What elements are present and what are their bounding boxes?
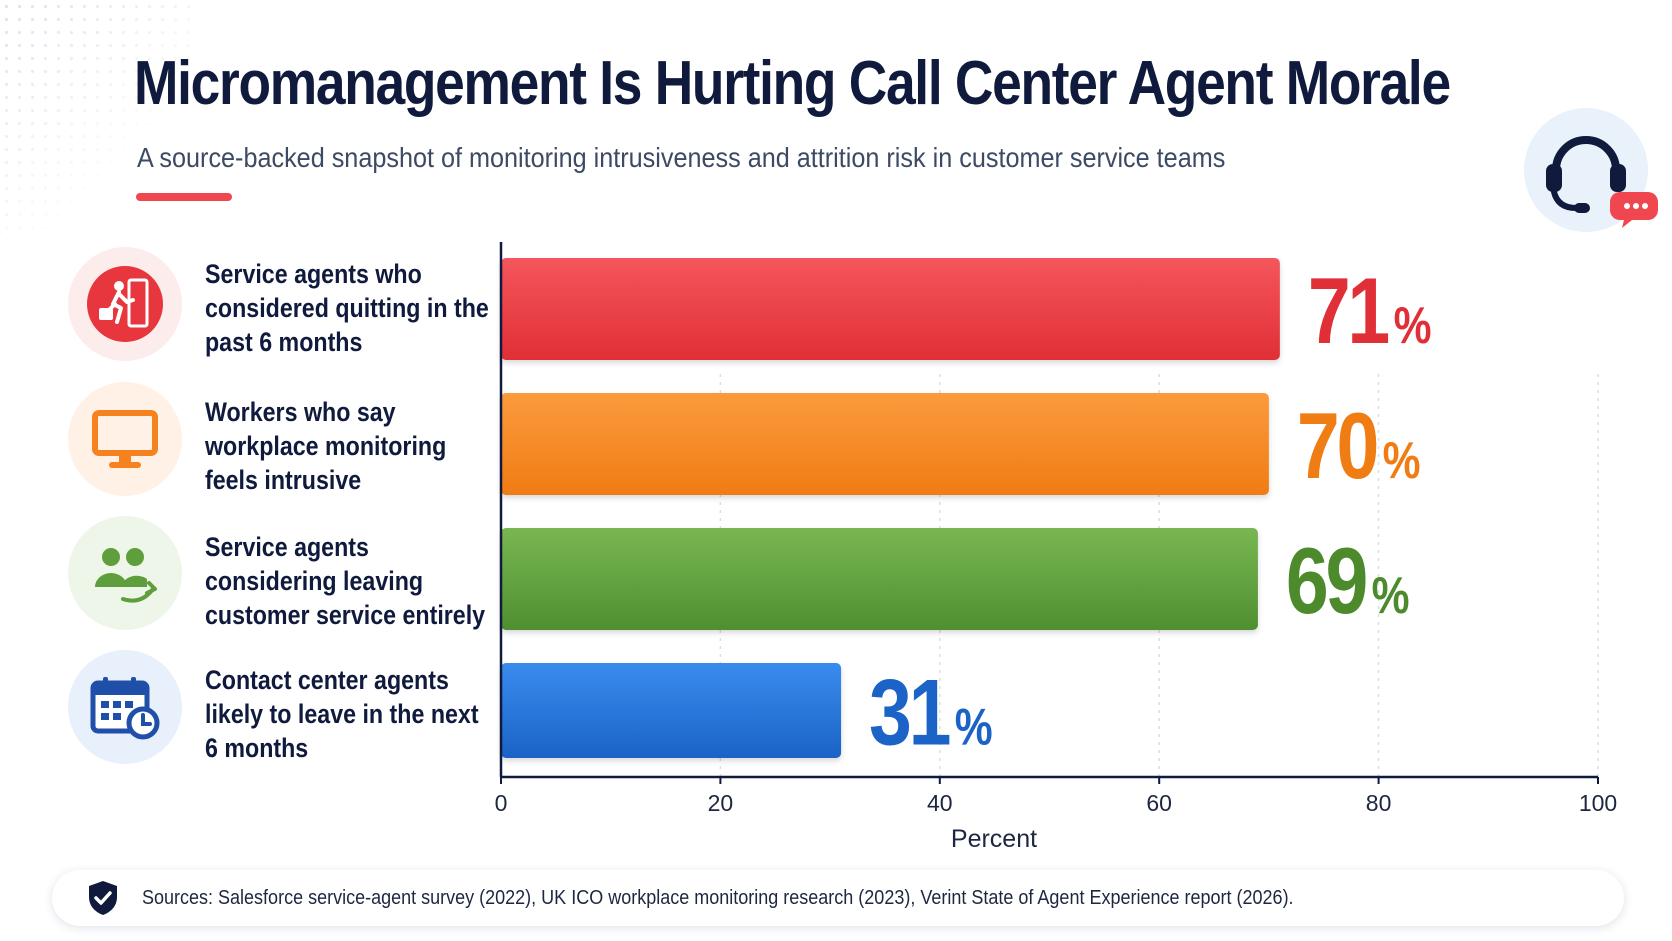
category-label-monitoring: Workers who say workplace monitoring fee… [205,397,447,495]
bar-1 [501,393,1269,495]
value-percent-sign: % [1372,567,1410,625]
value-percent-sign: % [1394,297,1432,355]
bar-0 [501,258,1280,360]
bar-3 [501,663,842,758]
calendar-clock-icon [68,650,182,764]
category-label-next-6-months: Contact center agents likely to leave in… [205,665,479,763]
x-tick-label: 80 [1366,790,1392,816]
bar-2 [501,528,1258,630]
people-leaving-icon [68,516,182,630]
page-subtitle: A source-backed snapshot of monitoring i… [137,142,1226,173]
value-label-1: 70% [1297,394,1421,499]
value-percent-sign: % [1383,432,1421,490]
sources-footer: Sources: Salesforce service-agent survey… [52,870,1624,926]
person-exit-icon [68,247,182,361]
headset-chat-icon [1524,108,1660,244]
x-tick-label: 40 [927,790,953,816]
x-tick-label: 20 [708,790,734,816]
value-label-2: 69% [1286,529,1410,634]
x-tick-label: 0 [495,790,508,816]
x-tick-label: 100 [1579,790,1617,816]
value-number: 69 [1286,529,1366,634]
shield-check-icon [89,881,117,915]
value-label-3: 31% [869,660,993,765]
value-number: 70 [1297,394,1377,499]
x-axis-label: Percent [951,825,1037,853]
x-tick-label: 60 [1146,790,1172,816]
sources-text: Sources: Salesforce service-agent survey… [142,886,1294,909]
value-percent-sign: % [955,699,993,757]
page-title: Micromanagement Is Hurting Call Center A… [134,49,1451,118]
value-number: 31 [869,660,950,765]
category-label-quitting: Service agents who considered quitting i… [205,259,489,357]
monitor-icon [68,382,182,496]
value-number: 71 [1308,259,1389,364]
accent-underline [136,193,232,201]
category-label-leaving-cs: Service agents considering leaving custo… [205,532,486,630]
value-label-0: 71% [1308,259,1432,364]
